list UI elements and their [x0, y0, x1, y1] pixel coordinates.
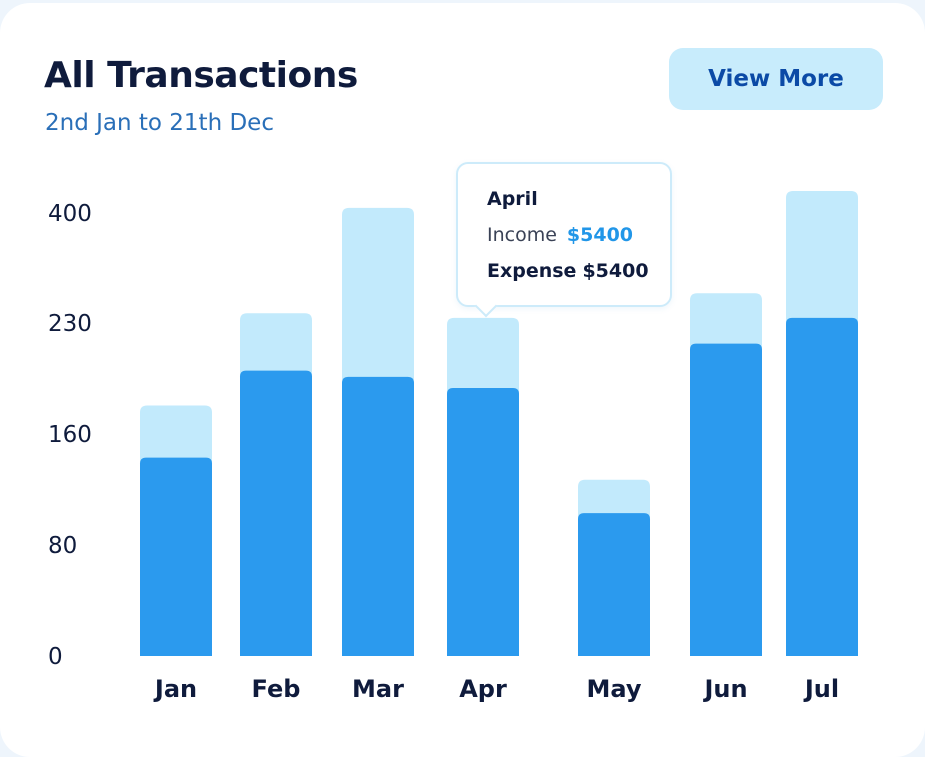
y-tick-label-160: 160 — [48, 422, 92, 448]
month-tooltip: April Income $5400 Expense $5400 — [456, 162, 672, 307]
y-tick-label-80: 80 — [48, 533, 77, 559]
bar-expense-jun[interactable] — [690, 343, 762, 656]
tooltip-income-label: Income — [487, 224, 557, 246]
bar-expense-may[interactable] — [578, 513, 650, 656]
tooltip-expense-value: $5400 — [582, 260, 649, 282]
y-tick-label-0: 0 — [48, 644, 63, 670]
y-tick-label-400: 400 — [48, 201, 92, 227]
tooltip-income-row: Income $5400 — [487, 224, 633, 246]
date-range-subtitle: 2nd Jan to 21th Dec — [45, 110, 274, 136]
tooltip-expense-label: Expense — [487, 260, 577, 282]
bar-expense-feb[interactable] — [240, 370, 312, 656]
tooltip-income-value: $5400 — [566, 224, 634, 246]
tooltip-month: April — [487, 188, 538, 210]
bar-expense-jul[interactable] — [786, 317, 858, 656]
card-title: All Transactions — [44, 55, 358, 96]
bar-expense-apr[interactable] — [447, 388, 519, 656]
y-tick-label-230: 230 — [48, 311, 92, 337]
x-tick-label-may: May — [587, 675, 642, 703]
bar-expense-jan[interactable] — [140, 457, 212, 656]
view-more-button[interactable]: View More — [669, 48, 883, 110]
x-tick-label-feb: Feb — [252, 675, 301, 703]
tooltip-expense-row: Expense $5400 — [487, 260, 649, 282]
x-tick-label-apr: Apr — [459, 675, 507, 703]
bar-expense-mar[interactable] — [342, 376, 414, 656]
x-tick-label-jun: Jun — [702, 675, 747, 703]
x-tick-label-jan: Jan — [153, 675, 197, 703]
x-tick-label-jul: Jul — [803, 675, 839, 703]
x-tick-label-mar: Mar — [352, 675, 404, 703]
